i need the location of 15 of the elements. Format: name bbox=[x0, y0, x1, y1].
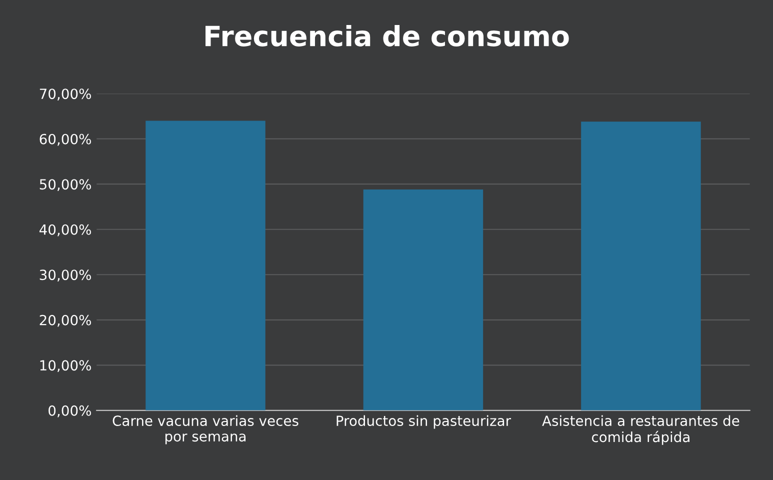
bar bbox=[146, 120, 266, 410]
chart-title: Frecuencia de consumo bbox=[206, 24, 569, 46]
x-tick-label: Carne vacuna varias veces por semana bbox=[112, 415, 298, 444]
y-tick-label: 20,00% bbox=[40, 314, 91, 327]
bar bbox=[581, 122, 701, 410]
y-tick-label: 30,00% bbox=[40, 270, 91, 282]
y-tick-label: 10,00% bbox=[40, 360, 91, 372]
x-tick-label: Asistencia a restaurantes de comida rápida bbox=[542, 415, 740, 445]
bar bbox=[363, 190, 484, 410]
y-tick-label: 50,00% bbox=[40, 179, 91, 192]
y-tick-label: 70,00% bbox=[40, 88, 91, 100]
y-tick-label: 60,00% bbox=[40, 134, 91, 146]
y-tick-label: 0,00% bbox=[48, 405, 91, 418]
x-tick-label: Productos sin pasteurizar bbox=[336, 415, 512, 429]
y-tick-label: 40,00% bbox=[39, 224, 91, 236]
